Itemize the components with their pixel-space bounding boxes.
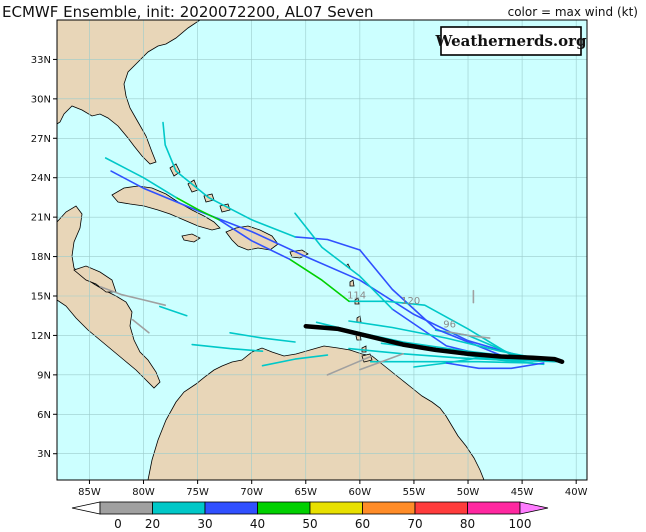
ensemble-member-track (175, 196, 220, 221)
colorbar-label: 50 (302, 517, 317, 531)
north-america-land (57, 20, 201, 165)
latitude-tick-label: 6N (37, 410, 51, 421)
ensemble-member-track (175, 170, 296, 238)
latitude-tick-label: 15N (31, 292, 51, 303)
colorbar-segment (467, 501, 521, 515)
latitude-axis: 3N 6N 9N 12N 15N 18N 21N 24N 27N 30N 33N (31, 55, 57, 460)
colorbar-label: 80 (460, 517, 475, 531)
latitude-tick-label: 27N (31, 134, 51, 145)
ensemble-member-track (261, 354, 329, 367)
longitude-tick-label: 85W (78, 487, 101, 498)
intensity-labels: 114 120 96 (347, 291, 456, 331)
ensemble-member-track (348, 320, 556, 363)
ensemble-member-track (445, 362, 545, 370)
colorbar-segment (99, 501, 153, 515)
ensemble-member-track (218, 219, 291, 261)
ensemble-member-track (162, 121, 177, 172)
colorbar-segment (362, 501, 416, 515)
land-layer (57, 20, 485, 480)
colorbar-label: 70 (407, 517, 422, 531)
latitude-tick-label: 9N (37, 370, 51, 381)
jamaica-land (181, 233, 201, 243)
ensemble-member-track (294, 236, 361, 251)
longitude-tick-label: 80W (132, 487, 155, 498)
ensemble-member-track (229, 331, 296, 343)
latitude-tick-label: 33N (31, 55, 51, 66)
ensemble-mean-track (303, 323, 565, 364)
colorbar-label: 100 (509, 517, 532, 531)
ensemble-member-track (359, 352, 404, 371)
colorbar-label: 30 (197, 517, 212, 531)
colorbar-segment (71, 501, 101, 515)
colorbar-label: 20 (145, 517, 160, 531)
colorbar-segment (309, 501, 363, 515)
plot-frame (56, 19, 588, 481)
mexico-land (57, 205, 161, 389)
ensemble-member-track (104, 157, 177, 199)
ensemble-member-track (326, 355, 372, 376)
intensity-label: 96 (443, 320, 456, 331)
colorbar-segment (204, 501, 258, 515)
longitude-tick-label: 50W (457, 487, 480, 498)
map-title: ECMWF Ensemble, init: 2020072200, AL07 S… (2, 3, 374, 21)
longitude-axis: 85W 80W 75W 70W 65W 60W 55W 50W 45W 40W (78, 480, 588, 498)
colorbar-segment (257, 501, 311, 515)
cuba-land (111, 185, 221, 231)
mean-track-layer (303, 323, 565, 364)
longitude-tick-label: 45W (511, 487, 534, 498)
intensity-label: 120 (401, 296, 420, 307)
colorbar-segment (152, 501, 206, 515)
legend-label: color = max wind (kt) (507, 5, 638, 19)
ensemble-member-track (191, 343, 264, 353)
ensemble-member-track (445, 330, 491, 339)
intensity-label: 114 (347, 291, 366, 302)
ensemble-member-track (131, 318, 150, 334)
colorbar-segment (519, 501, 549, 515)
latitude-tick-label: 18N (31, 252, 51, 263)
longitude-tick-label: 60W (349, 487, 372, 498)
latitude-tick-label: 3N (37, 449, 51, 460)
ensemble-member-track (159, 305, 188, 317)
colorbar-label: 40 (250, 517, 265, 531)
ensemble-member-track (348, 347, 561, 363)
longitude-tick-label: 75W (186, 487, 209, 498)
longitude-tick-label: 55W (403, 487, 426, 498)
graticule (57, 20, 587, 480)
latitude-tick-label: 30N (31, 94, 51, 105)
latitude-tick-label: 21N (31, 213, 51, 224)
longitude-tick-label: 70W (240, 487, 263, 498)
ensemble-member-track (99, 285, 166, 307)
colorbar-label: 60 (355, 517, 370, 531)
latitude-tick-label: 24N (31, 173, 51, 184)
colorbar-label: 0 (114, 517, 122, 531)
ensemble-member-track (110, 170, 561, 363)
bahamas-islands (169, 163, 231, 213)
longitude-tick-label: 40W (565, 487, 588, 498)
colorbar-segment (414, 501, 468, 515)
latitude-tick-label: 12N (31, 331, 51, 342)
ensemble-member-track (294, 212, 394, 310)
wind-colorbar: 0 20 30 40 50 60 70 80 100 (71, 501, 549, 531)
ensemble-member-track (288, 258, 350, 303)
watermark: Weathernerds.org (434, 26, 587, 56)
watermark-text: Weathernerds.org (434, 32, 587, 50)
longitude-tick-label: 65W (294, 487, 317, 498)
